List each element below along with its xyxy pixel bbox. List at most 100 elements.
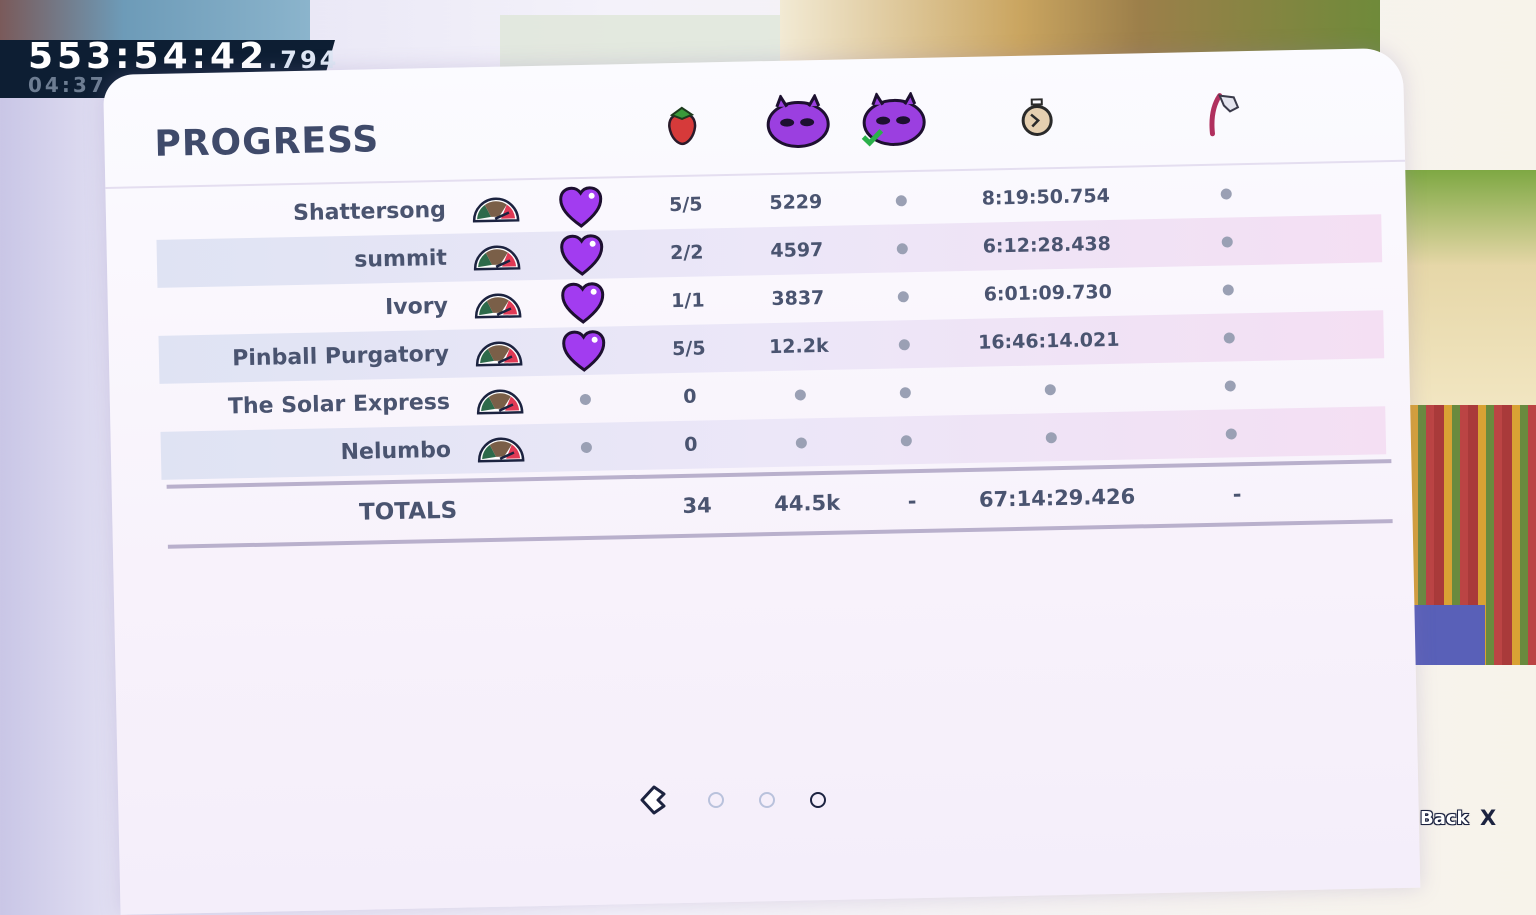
golden-empty-dot: [1220, 187, 1232, 200]
bside-empty-dot: [898, 338, 910, 350]
bside-deaths: [856, 223, 947, 273]
stopwatch-icon: [1001, 87, 1072, 148]
arrow-left-icon: [640, 785, 666, 815]
difficulty-gauge-icon: [468, 328, 529, 377]
strawberry-count: 0: [684, 433, 698, 456]
chapter-timer: 04:37: [28, 73, 107, 97]
golden-status: [1186, 217, 1267, 267]
table-row: Nelumbo 0: [160, 406, 1387, 480]
death-count: 12.2k: [768, 334, 829, 359]
bside-empty-dot: [897, 290, 909, 302]
deaths-empty-dot: [794, 388, 806, 401]
speedrun-timer-bg: [0, 40, 335, 76]
crystal-heart-icon: [552, 278, 613, 327]
strawberry-count: 5/5: [671, 337, 706, 361]
heart-empty-dot: [554, 374, 615, 423]
golden-status: [1188, 313, 1269, 363]
journal-panel: PROGRESS Shattersong 5/5 5229 8:19:50.75…: [103, 47, 1421, 915]
totals-strawberries: 34: [682, 493, 713, 518]
best-time: 6:01:09.730: [983, 280, 1113, 306]
heart-empty-dot: [555, 422, 616, 471]
death-count: [739, 369, 860, 420]
bside-death-skull-check-icon: [859, 90, 930, 151]
bside-empty-dot: [896, 242, 908, 254]
back-key-hint: X: [1480, 806, 1497, 830]
death-count: 3837: [771, 286, 825, 311]
bside-empty-dot: [900, 434, 912, 446]
golden-empty-dot: [1221, 235, 1233, 248]
golden-empty-dot: [1223, 331, 1235, 344]
heart-empty-dot: [579, 393, 591, 405]
chapter-name: Pinball Purgatory: [231, 341, 450, 371]
file-timer: 553:54:42.794: [28, 36, 339, 77]
bside-deaths: [858, 319, 949, 369]
best-time: 6:12:28.438: [982, 232, 1112, 258]
table-row: Shattersong 5/5 5229 8:19:50.754: [155, 166, 1381, 240]
file-timer-ms: .794: [268, 46, 340, 74]
bside-empty-dot: [895, 194, 907, 206]
difficulty-gauge-icon: [470, 424, 531, 473]
best-time: [950, 411, 1151, 463]
golden-status: [1187, 265, 1268, 315]
time-empty-dot: [1044, 383, 1056, 395]
death-skull-icon: [763, 92, 834, 153]
strawberry-icon: [647, 94, 718, 155]
crystal-heart-icon: [551, 230, 612, 279]
table-row: Pinball Purgatory 5/5 12.2k 16:46:14.021: [158, 310, 1385, 384]
page-dot-2[interactable]: [759, 792, 775, 808]
totals-label: TOTALS: [358, 497, 458, 526]
bside-deaths: [859, 367, 950, 417]
golden-status: [1185, 169, 1266, 219]
background-scenery: [0, 0, 310, 45]
best-time: 16:46:14.021: [977, 328, 1120, 354]
difficulty-gauge-icon: [465, 184, 526, 233]
chapter-name: summit: [353, 245, 448, 273]
back-button[interactable]: Back: [1420, 808, 1470, 830]
chapter-name: Shattersong: [292, 197, 447, 226]
chapter-name: Nelumbo: [340, 437, 452, 465]
deaths-empty-dot: [795, 436, 807, 449]
golden-empty-dot: [1222, 283, 1234, 296]
page-dot-3-current[interactable]: [810, 792, 826, 808]
golden-status: [1190, 409, 1271, 459]
file-timer-main: 553:54:42: [28, 36, 269, 77]
totals-bside: -: [907, 489, 917, 514]
best-time: [949, 363, 1150, 415]
bside-deaths: [857, 271, 948, 321]
table-row: Ivory 1/1 3837 6:01:09.730: [157, 262, 1383, 336]
totals-time: 67:14:29.426: [978, 484, 1136, 512]
difficulty-gauge-icon: [467, 280, 528, 329]
strawberry-count: 5/5: [668, 193, 703, 217]
time-empty-dot: [1045, 431, 1057, 443]
best-time: 8:19:50.754: [981, 184, 1111, 210]
death-count: 4597: [770, 238, 824, 263]
strawberry-count: 2/2: [669, 241, 704, 265]
bside-deaths: [860, 415, 951, 465]
background-scenery: [1405, 605, 1485, 665]
strawberry-count: 1/1: [670, 289, 705, 313]
prev-page-button[interactable]: [638, 784, 668, 820]
golden-empty-dot: [1224, 379, 1236, 392]
heart-empty-dot: [580, 441, 592, 453]
golden-status: [1189, 361, 1270, 411]
difficulty-gauge-icon: [466, 232, 527, 281]
background-scenery: [1395, 170, 1536, 410]
bside-deaths: [855, 175, 946, 225]
bside-empty-dot: [899, 386, 911, 398]
totals-golden: -: [1232, 482, 1242, 507]
crystal-heart-icon: [553, 326, 614, 375]
golden-empty-dot: [1225, 427, 1237, 440]
golden-flag-icon: [1190, 83, 1261, 144]
page-title: PROGRESS: [154, 119, 380, 165]
strawberry-count: 0: [683, 385, 697, 408]
difficulty-gauge-icon: [469, 376, 530, 425]
death-count: 5229: [769, 190, 823, 215]
chapter-name: The Solar Express: [227, 389, 451, 419]
table-row: summit 2/2 4597 6:12:28.438: [156, 214, 1383, 288]
chapter-name: Ivory: [384, 293, 449, 320]
crystal-heart-icon: [550, 182, 611, 231]
table-row: The Solar Express 0: [159, 358, 1385, 432]
totals-deaths: 44.5k: [773, 490, 841, 517]
death-count: [740, 417, 861, 468]
page-dot-1[interactable]: [708, 792, 724, 808]
